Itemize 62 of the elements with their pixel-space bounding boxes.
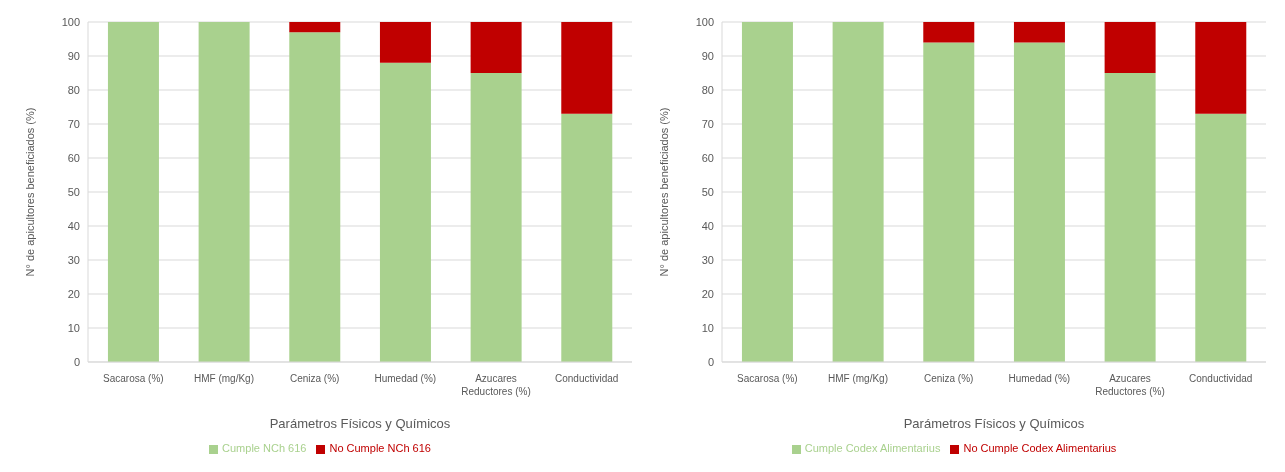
legend-label: No Cumple Codex Alimentarius: [963, 442, 1117, 454]
x-tick-label: Humedad (%): [374, 373, 437, 384]
x-tick-label: Sacarosa (%): [737, 373, 798, 384]
bar: [1104, 22, 1156, 73]
y-tick-label: 90: [67, 49, 80, 62]
y-tick-label: 70: [701, 117, 714, 130]
bar: [289, 32, 341, 362]
y-tick-label: 10: [67, 321, 80, 334]
bar: [198, 22, 250, 362]
x-tick-label: HMF (mg/Kg): [194, 373, 254, 384]
y-tick-label: 100: [61, 15, 80, 28]
y-tick-label: 0: [73, 355, 80, 368]
x-tick-label: Azucares Reductores (%): [1095, 373, 1165, 397]
bar: [561, 113, 613, 362]
x-tick-label: Humedad (%): [1008, 373, 1071, 384]
x-tick-label: Ceniza (%): [289, 373, 340, 384]
bar: [379, 22, 431, 63]
legend-label: No Cumple NCh 616: [329, 442, 431, 454]
x-axis-title: Parámetros Físicos y Químicos: [269, 416, 451, 431]
x-tick-label: Azucares Reductores (%): [461, 373, 531, 397]
bar: [470, 22, 522, 73]
y-tick-label: 10: [701, 321, 714, 334]
bar: [1013, 22, 1065, 43]
y-tick-label: 20: [701, 287, 714, 300]
y-tick-label: 80: [67, 83, 80, 96]
y-tick-label: 40: [701, 219, 714, 232]
bar: [923, 42, 975, 362]
bar: [107, 22, 159, 362]
x-tick-label: Sacarosa (%): [103, 373, 164, 384]
x-tick-label: Ceniza (%): [923, 373, 974, 384]
y-tick-label: 60: [67, 151, 80, 164]
y-tick-label: 90: [701, 49, 714, 62]
bar: [1013, 42, 1065, 362]
bar: [1195, 113, 1247, 362]
y-tick-label: 30: [701, 253, 714, 266]
bar: [1195, 22, 1247, 114]
y-tick-label: 80: [701, 83, 714, 96]
y-axis-title: N° de apicultores beneficiados (%): [23, 107, 36, 277]
y-tick-label: 70: [67, 117, 80, 130]
x-tick-label: Conductividad: [554, 373, 619, 384]
x-axis-title: Parámetros Físicos y Químicos: [903, 416, 1085, 431]
bar: [923, 22, 975, 43]
bar: [289, 22, 341, 33]
bar: [470, 73, 522, 362]
x-tick-label: HMF (mg/Kg): [828, 373, 888, 384]
y-axis-title: N° de apicultores beneficiados (%): [657, 107, 670, 277]
y-tick-label: 30: [67, 253, 80, 266]
y-tick-label: 60: [701, 151, 714, 164]
legend-label: Cumple Codex Alimentarius: [804, 442, 941, 454]
bar: [561, 22, 613, 114]
bar: [379, 62, 431, 362]
y-tick-label: 100: [695, 15, 714, 28]
x-tick-label: Conductividad: [1188, 373, 1253, 384]
bar: [832, 22, 884, 362]
bar: [1104, 73, 1156, 362]
y-tick-label: 50: [67, 185, 80, 198]
y-tick-label: 20: [67, 287, 80, 300]
y-tick-label: 0: [707, 355, 714, 368]
bar: [741, 22, 793, 362]
y-tick-label: 40: [67, 219, 80, 232]
y-tick-label: 50: [701, 185, 714, 198]
legend-label: Cumple NCh 616: [222, 442, 307, 454]
